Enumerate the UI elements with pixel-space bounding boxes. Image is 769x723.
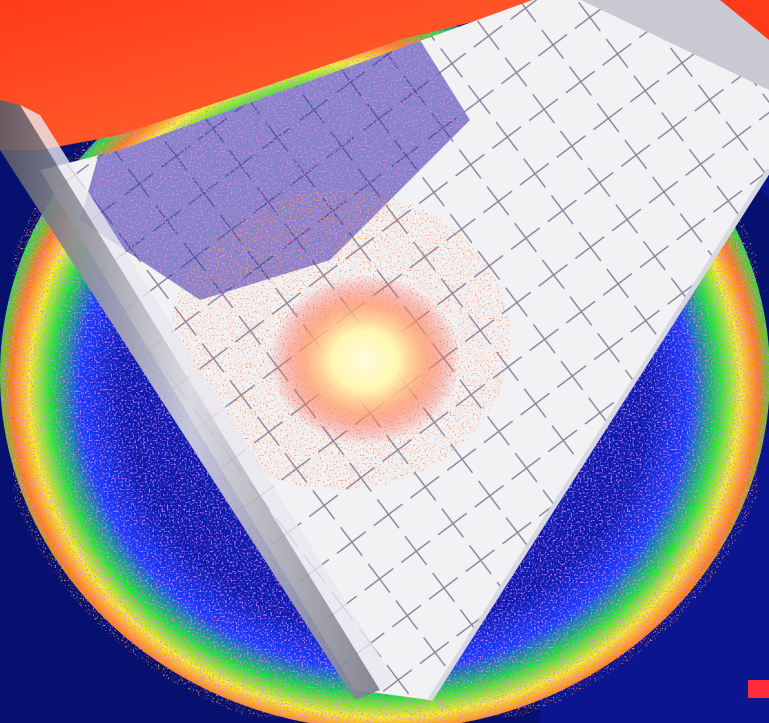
panel-blue-speckle-2 [80, 40, 470, 300]
hot-spot [270, 275, 460, 445]
right-panel-edge [427, 168, 769, 702]
left-frame-bar [0, 100, 380, 700]
top-left-red-region [0, 0, 560, 150]
bottom-right-red-mark [748, 680, 769, 698]
left-frame-highlight [20, 105, 395, 690]
